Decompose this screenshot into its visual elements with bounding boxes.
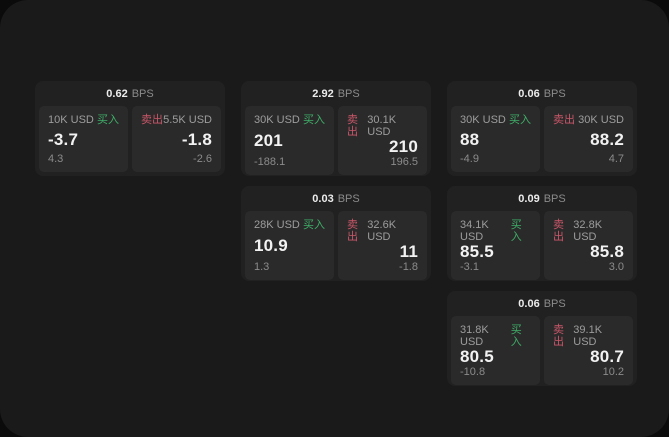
buy-subvalue: 4.3 — [48, 153, 64, 165]
sell-size: 39.1K USD — [573, 324, 603, 348]
spread-value: 0.03 — [312, 192, 334, 205]
spread-value: 0.06 — [518, 297, 540, 310]
quote-card: 0.09 BPS 34.1K USD 买入 85.5 -3.1 卖出 32.8K… — [447, 186, 637, 281]
buy-size: 28K USD — [254, 219, 300, 231]
spread-value: 2.92 — [312, 87, 334, 100]
sell-price: 80.7 — [590, 347, 624, 366]
spread-value: 0.06 — [518, 87, 540, 100]
quote-body: 30K USD 买入 88 -4.9 卖出 30K USD 88.2 4.7 — [447, 106, 637, 176]
sell-quote-panel[interactable]: 卖出 30.1K USD 210 196.5 — [338, 106, 427, 175]
sell-subvalue: -2.6 — [193, 153, 212, 165]
sell-price: 88.2 — [590, 129, 624, 149]
quote-card: 2.92 BPS 30K USD 买入 201 -188.1 卖出 30.1K … — [241, 81, 431, 176]
sell-tag: 卖出 — [141, 114, 163, 126]
sell-quote-panel[interactable]: 卖出 30K USD 88.2 4.7 — [544, 106, 633, 172]
sell-quote-panel[interactable]: 卖出 32.8K USD 85.8 3.0 — [544, 211, 633, 280]
buy-price: 201 — [254, 131, 283, 150]
buy-quote-panel[interactable]: 31.8K USD 买入 80.5 -10.8 — [451, 316, 540, 385]
buy-subvalue: 1.3 — [254, 261, 270, 273]
spread-unit: BPS — [543, 87, 566, 100]
quote-body: 31.8K USD 买入 80.5 -10.8 卖出 39.1K USD 80.… — [447, 316, 637, 386]
sell-size: 30K USD — [578, 114, 624, 126]
sell-price: -1.8 — [181, 129, 212, 149]
buy-size: 30K USD — [254, 114, 300, 126]
quote-body: 30K USD 买入 201 -188.1 卖出 30.1K USD 210 1… — [241, 106, 431, 176]
spread-unit: BPS — [337, 87, 360, 100]
sell-price: 210 — [389, 137, 418, 156]
buy-size: 30K USD — [460, 114, 506, 126]
buy-tag: 买入 — [510, 219, 522, 243]
buy-price: 10.9 — [254, 236, 288, 255]
spread-header: 0.09 BPS — [447, 186, 637, 211]
sell-price: 11 — [399, 242, 418, 261]
quote-card: 0.03 BPS 28K USD 买入 10.9 1.3 卖出 32.6K US… — [241, 186, 431, 281]
sell-quote-panel[interactable]: 卖出 32.6K USD 11 -1.8 — [338, 211, 427, 280]
sell-subvalue: 196.5 — [390, 156, 418, 168]
buy-quote-panel[interactable]: 10K USD 买入 -3.7 4.3 — [39, 106, 128, 172]
buy-tag: 买入 — [510, 324, 522, 348]
spread-header: 0.06 BPS — [447, 291, 637, 316]
spread-header: 0.03 BPS — [241, 186, 431, 211]
sell-tag: 卖出 — [553, 324, 564, 348]
buy-price: 85.5 — [460, 242, 494, 261]
spread-value: 0.62 — [106, 87, 128, 100]
sell-size: 32.6K USD — [367, 219, 397, 243]
quote-card: 0.06 BPS 30K USD 买入 88 -4.9 卖出 30K USD — [447, 81, 637, 176]
spread-header: 0.06 BPS — [447, 81, 637, 106]
sell-subvalue: 3.0 — [608, 261, 624, 273]
buy-quote-panel[interactable]: 28K USD 买入 10.9 1.3 — [245, 211, 334, 280]
sell-tag: 卖出 — [553, 219, 564, 243]
buy-quote-panel[interactable]: 34.1K USD 买入 85.5 -3.1 — [451, 211, 540, 280]
sell-tag: 卖出 — [347, 114, 358, 138]
buy-subvalue: -3.1 — [460, 261, 479, 273]
quote-body: 10K USD 买入 -3.7 4.3 卖出 5.5K USD -1.8 -2.… — [35, 106, 225, 176]
sell-size: 32.8K USD — [573, 219, 603, 243]
sell-size: 30.1K USD — [367, 114, 397, 138]
buy-tag: 买入 — [97, 114, 119, 126]
quote-card-grid: 0.62 BPS 10K USD 买入 -3.7 4.3 卖出 5.5K USD — [35, 81, 637, 386]
buy-tag: 买入 — [303, 114, 325, 126]
buy-price: 88 — [460, 129, 480, 149]
spread-unit: BPS — [543, 297, 566, 310]
sell-price: 85.8 — [590, 242, 624, 261]
buy-size: 31.8K USD — [460, 324, 489, 348]
sell-subvalue: -1.8 — [399, 261, 418, 273]
buy-tag: 买入 — [509, 114, 531, 126]
quote-body: 34.1K USD 买入 85.5 -3.1 卖出 32.8K USD 85.8… — [447, 211, 637, 281]
sell-quote-panel[interactable]: 卖出 5.5K USD -1.8 -2.6 — [132, 106, 221, 172]
buy-subvalue: -188.1 — [254, 156, 286, 168]
buy-size: 34.1K USD — [460, 219, 489, 243]
sell-tag: 卖出 — [553, 114, 575, 126]
spread-unit: BPS — [131, 87, 154, 100]
spread-unit: BPS — [543, 192, 566, 205]
spread-value: 0.09 — [518, 192, 540, 205]
buy-subvalue: -10.8 — [460, 366, 486, 378]
buy-size: 10K USD — [48, 114, 94, 126]
quote-card: 0.62 BPS 10K USD 买入 -3.7 4.3 卖出 5.5K USD — [35, 81, 225, 176]
spread-header: 2.92 BPS — [241, 81, 431, 106]
quote-body: 28K USD 买入 10.9 1.3 卖出 32.6K USD 11 -1.8 — [241, 211, 431, 281]
buy-price: 80.5 — [460, 347, 494, 366]
sell-quote-panel[interactable]: 卖出 39.1K USD 80.7 10.2 — [544, 316, 633, 385]
buy-quote-panel[interactable]: 30K USD 买入 88 -4.9 — [451, 106, 540, 172]
buy-quote-panel[interactable]: 30K USD 买入 201 -188.1 — [245, 106, 334, 175]
sell-size: 5.5K USD — [163, 114, 212, 126]
spread-header: 0.62 BPS — [35, 81, 225, 106]
sell-subvalue: 10.2 — [602, 366, 624, 378]
sell-tag: 卖出 — [347, 219, 358, 243]
buy-subvalue: -4.9 — [460, 153, 479, 165]
spread-unit: BPS — [337, 192, 360, 205]
quote-card: 0.06 BPS 31.8K USD 买入 80.5 -10.8 卖出 39.1… — [447, 291, 637, 386]
buy-price: -3.7 — [48, 129, 79, 149]
sell-subvalue: 4.7 — [608, 153, 624, 165]
buy-tag: 买入 — [303, 219, 325, 231]
